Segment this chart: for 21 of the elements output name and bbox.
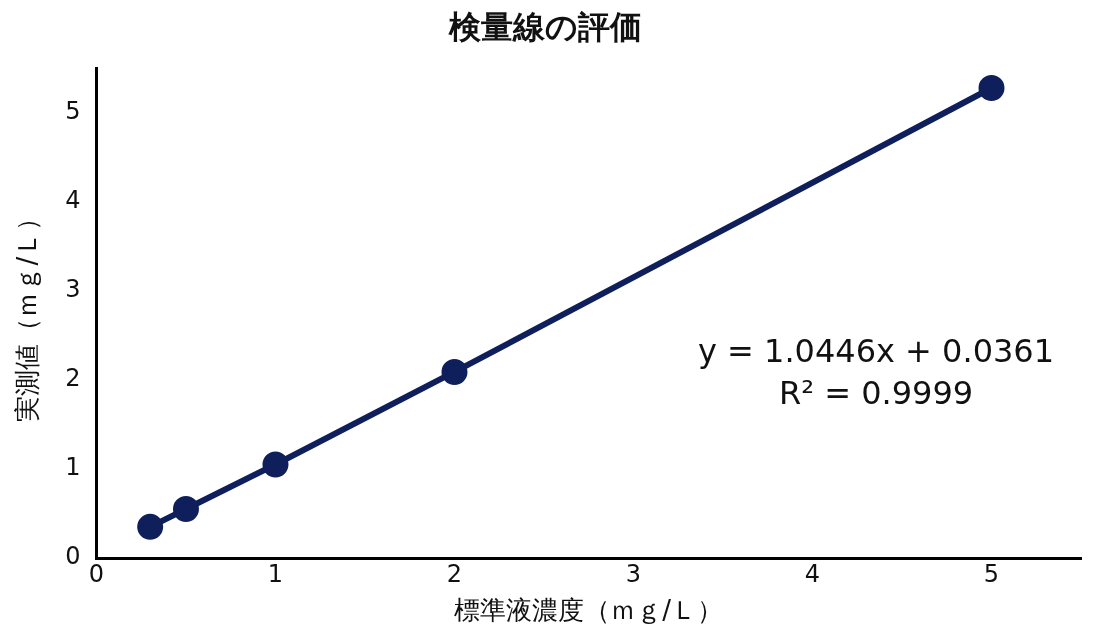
chart-title: 検量線の評価 — [448, 7, 642, 46]
point — [262, 451, 289, 478]
x-tick-label: 5 — [983, 559, 1000, 588]
x-tick-label: 1 — [267, 559, 284, 588]
point — [441, 358, 468, 385]
point — [172, 496, 199, 523]
x-tick-label: 2 — [446, 559, 463, 588]
annotation: R² = 0.9999 — [778, 373, 974, 412]
y-tick-label: 2 — [65, 364, 81, 393]
x-tick-label: 3 — [625, 559, 642, 588]
x-tick-label: 4 — [804, 559, 821, 588]
y-axis-title: 実測値（ｍｇ/Ｌ） — [12, 204, 43, 422]
x-axis-title: 標準液濃度（ｍｇ/Ｌ） — [454, 595, 724, 626]
x-tick-label: 0 — [88, 559, 105, 588]
y-tick-label: 1 — [65, 453, 81, 482]
y-tick-label: 5 — [65, 97, 81, 126]
point — [978, 74, 1005, 101]
point — [137, 513, 164, 540]
annotation: y = 1.0446x + 0.0361 — [697, 331, 1055, 370]
y-tick-label: 4 — [65, 186, 81, 215]
y-tick-label: 3 — [65, 275, 81, 304]
